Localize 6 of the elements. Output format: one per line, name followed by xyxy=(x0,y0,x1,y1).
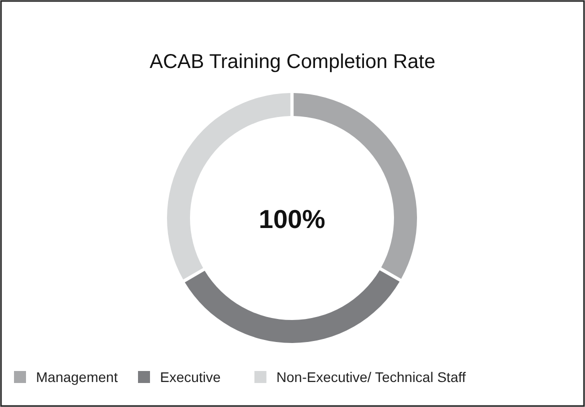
legend-label: Management xyxy=(36,369,118,385)
legend-label: Non-Executive/ Technical Staff xyxy=(276,369,466,385)
chart-title: ACAB Training Completion Rate xyxy=(150,51,436,73)
legend-label: Executive xyxy=(160,369,221,385)
text: 100% xyxy=(258,204,326,234)
donut-slice xyxy=(184,270,400,343)
